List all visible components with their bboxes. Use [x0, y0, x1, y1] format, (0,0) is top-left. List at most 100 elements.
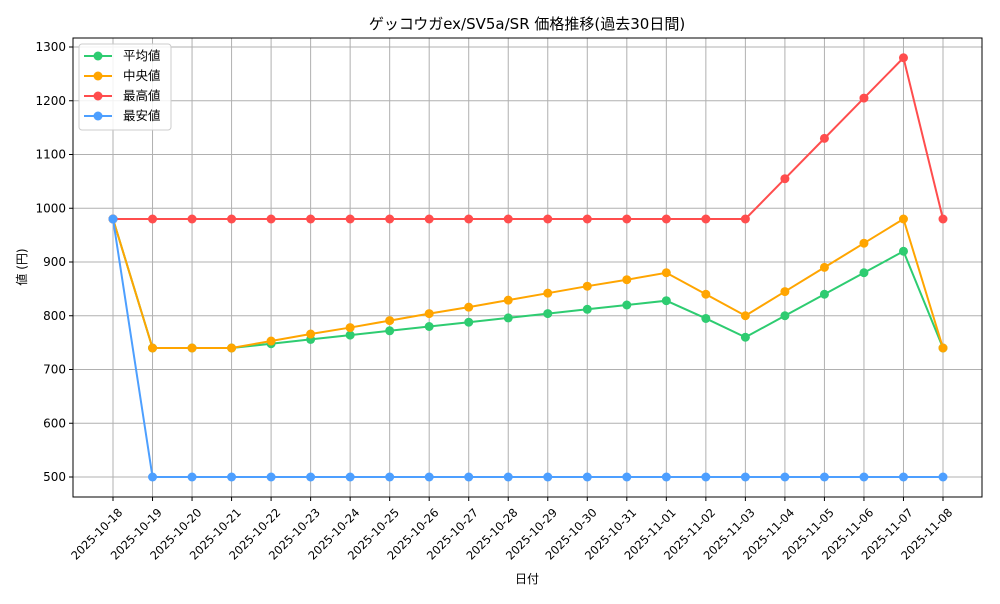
- data-point: [622, 214, 632, 224]
- data-point: [306, 472, 316, 482]
- series-1: [108, 214, 948, 353]
- legend-marker: [93, 71, 103, 81]
- y-tick-label: 600: [43, 416, 66, 430]
- data-point: [503, 214, 513, 224]
- data-point: [819, 133, 829, 143]
- data-point: [345, 323, 355, 333]
- data-point: [266, 336, 276, 346]
- data-point: [464, 472, 474, 482]
- data-point: [898, 53, 908, 63]
- data-point: [661, 268, 671, 278]
- data-point: [740, 214, 750, 224]
- data-point: [424, 214, 434, 224]
- y-tick-label: 1000: [35, 201, 66, 215]
- data-point: [740, 311, 750, 321]
- data-point: [187, 343, 197, 353]
- data-point: [424, 309, 434, 319]
- data-point: [227, 343, 237, 353]
- data-point: [582, 304, 592, 314]
- legend-label: 最安値: [123, 108, 161, 123]
- data-point: [503, 472, 513, 482]
- legend-label: 最高値: [123, 88, 161, 103]
- data-point: [780, 311, 790, 321]
- data-point: [661, 296, 671, 306]
- data-point: [345, 214, 355, 224]
- series-0: [108, 214, 948, 353]
- data-point: [543, 472, 553, 482]
- data-point: [385, 326, 395, 336]
- data-point: [543, 288, 553, 298]
- legend-box: [78, 43, 172, 131]
- data-point: [938, 343, 948, 353]
- data-point: [622, 472, 632, 482]
- data-point: [148, 214, 158, 224]
- y-tick-label: 1200: [35, 94, 66, 108]
- data-point: [503, 295, 513, 305]
- data-point: [661, 214, 671, 224]
- data-point: [424, 322, 434, 331]
- data-point: [819, 289, 829, 299]
- data-point: [227, 214, 237, 224]
- data-point: [464, 214, 474, 224]
- legend-marker: [93, 111, 103, 121]
- y-tick-label: 800: [43, 309, 66, 323]
- plot-frame: [72, 37, 983, 498]
- series-2: [108, 53, 948, 224]
- data-point: [385, 214, 395, 224]
- data-point: [819, 472, 829, 482]
- y-tick-label: 900: [43, 255, 66, 269]
- data-point: [740, 332, 750, 342]
- data-point: [306, 214, 316, 224]
- data-point: [385, 472, 395, 482]
- series-3: [108, 214, 948, 482]
- data-point: [938, 214, 948, 224]
- data-point: [385, 316, 395, 326]
- data-point: [503, 313, 513, 323]
- legend-marker: [93, 91, 103, 101]
- data-point: [345, 472, 355, 482]
- series-line: [112, 217, 944, 349]
- data-point: [108, 214, 118, 224]
- y-tick-label: 1100: [35, 148, 66, 162]
- series-group: [108, 53, 948, 482]
- data-point: [306, 329, 316, 339]
- data-point: [622, 300, 632, 310]
- data-point: [543, 309, 553, 319]
- grid: [73, 38, 982, 497]
- x-axis-label: 日付: [515, 572, 539, 586]
- series-line: [112, 218, 943, 478]
- data-point: [780, 472, 790, 482]
- data-point: [187, 214, 197, 224]
- data-point: [582, 214, 592, 224]
- data-point: [148, 472, 158, 482]
- data-point: [701, 472, 711, 482]
- data-point: [780, 174, 790, 184]
- data-point: [701, 313, 711, 323]
- data-point: [582, 281, 592, 291]
- series-line: [113, 55, 944, 220]
- data-point: [464, 317, 474, 327]
- data-point: [661, 472, 671, 482]
- y-axis-label: 値 (円): [14, 248, 29, 285]
- data-point: [464, 302, 474, 312]
- y-tick-label: 700: [43, 363, 66, 377]
- data-point: [227, 472, 237, 482]
- data-point: [424, 472, 434, 482]
- legend-label: 中央値: [123, 68, 161, 83]
- data-point: [859, 268, 869, 278]
- chart-title: ゲッコウガex/SV5a/SR 価格推移(過去30日間): [369, 15, 685, 33]
- legend-marker: [93, 51, 103, 61]
- data-point: [938, 472, 948, 482]
- data-point: [859, 472, 869, 482]
- y-tick-label: 500: [43, 470, 66, 484]
- data-point: [266, 214, 276, 224]
- data-point: [859, 93, 869, 103]
- data-point: [701, 289, 711, 299]
- y-tick-label: 1300: [35, 40, 66, 54]
- data-point: [148, 343, 158, 353]
- legend-label: 平均値: [123, 48, 161, 63]
- data-point: [859, 238, 869, 248]
